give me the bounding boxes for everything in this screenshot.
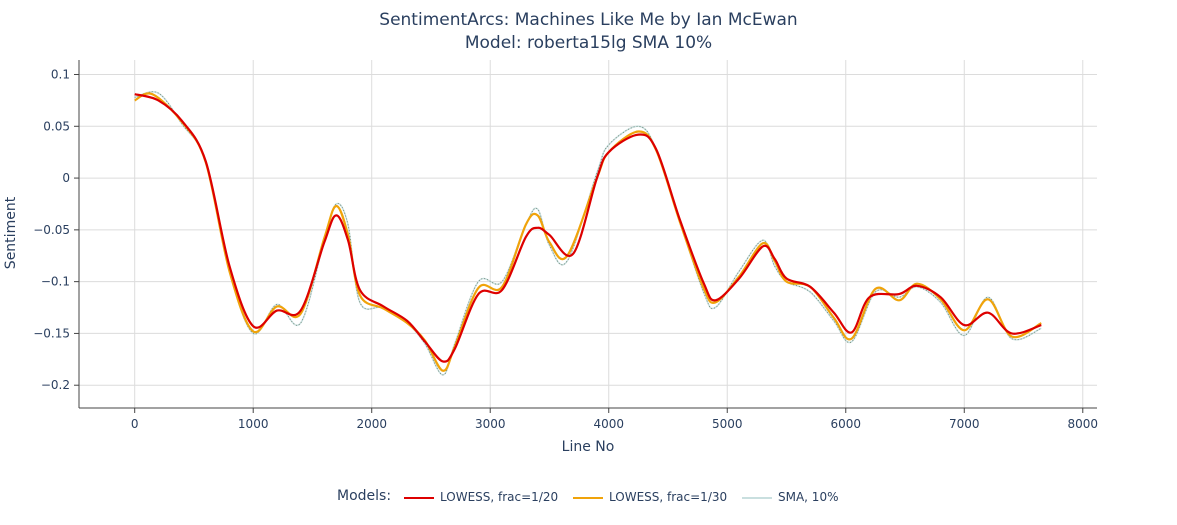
- x-tick-label: 2000: [356, 417, 387, 431]
- y-tick-label: −0.1: [41, 275, 70, 289]
- legend-swatch-orange: [573, 496, 603, 499]
- grid: [79, 60, 1097, 408]
- chart-subtitle: Model: roberta15lg SMA 10%: [464, 33, 713, 53]
- x-tick-label: 4000: [593, 417, 624, 431]
- y-tick-label: −0.05: [33, 223, 70, 237]
- x-tick-label: 0: [131, 417, 139, 431]
- x-tick-label: 3000: [475, 417, 506, 431]
- x-tick-label: 5000: [712, 417, 743, 431]
- y-tick-label: −0.15: [33, 326, 70, 340]
- x-tick-label: 8000: [1068, 417, 1099, 431]
- series-line-sma-dots: [134, 91, 1042, 376]
- legend-swatch-red: [404, 496, 434, 499]
- y-tick-label: 0.05: [43, 119, 70, 133]
- series-line-1: [134, 92, 1042, 372]
- legend-item-lowess-20[interactable]: LOWESS, frac=1/20: [404, 490, 558, 504]
- y-axis-title: Sentiment: [3, 196, 19, 269]
- legend-swatch-sma: [742, 496, 772, 499]
- chart-title: SentimentArcs: Machines Like Me by Ian M…: [379, 10, 798, 30]
- y-tick-label: 0: [62, 171, 70, 185]
- y-tick-label: −0.2: [41, 378, 70, 392]
- axes: 0 1000 2000 3000 4000 5000 6000 7000 8000 0.1 0.05…: [33, 60, 1098, 431]
- y-tick-label: 0.1: [51, 68, 70, 82]
- legend-item-lowess-30[interactable]: LOWESS, frac=1/30: [573, 490, 727, 504]
- x-axis-title: Line No: [562, 439, 615, 455]
- series-line-2: [134, 91, 1042, 376]
- legend-label: LOWESS, frac=1/20: [440, 490, 559, 504]
- x-tick-label: 6000: [830, 417, 861, 431]
- legend-title: Models:: [337, 488, 392, 504]
- series-line-0: [134, 93, 1042, 363]
- plot-area: [134, 91, 1042, 376]
- x-tick-label: 7000: [949, 417, 980, 431]
- legend-label: LOWESS, frac=1/30: [609, 490, 728, 504]
- x-tick-label: 1000: [238, 417, 269, 431]
- legend-item-sma[interactable]: SMA, 10%: [742, 490, 838, 504]
- legend-label: SMA, 10%: [778, 490, 839, 504]
